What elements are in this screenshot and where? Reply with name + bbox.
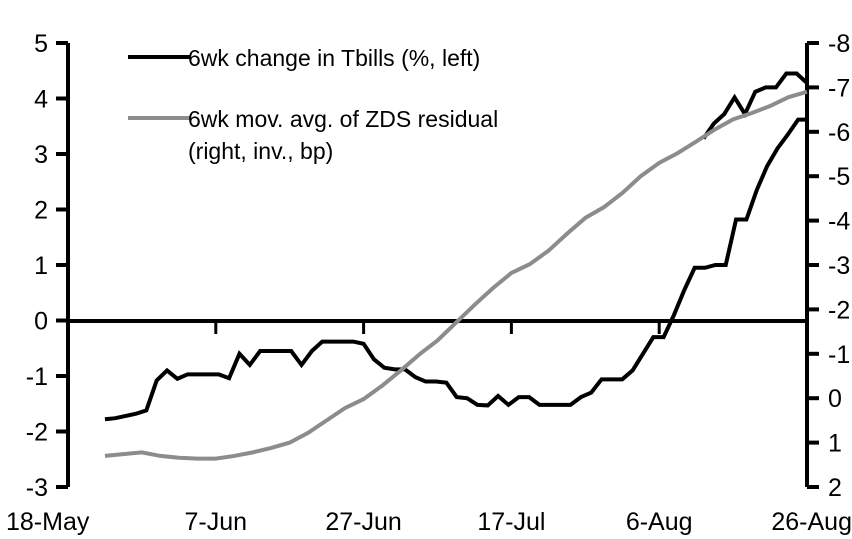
right-axis-tick-label: 2 — [828, 474, 842, 502]
data-series-group — [104, 71, 809, 461]
x-axis-tick-label: 6-Aug — [626, 508, 693, 536]
x-axis-tick-label: 18-May — [6, 508, 90, 536]
series-line-1 — [701, 71, 809, 140]
x-axis-tick-label: 27-Jun — [325, 508, 401, 536]
right-axis-tick-label: -3 — [828, 252, 850, 280]
left-axis-ticks — [56, 41, 68, 489]
right-axis-tick-labels: -8 -7 -6 -5 -4 -3 -2 -1 0 1 2 — [828, 30, 850, 502]
right-axis-tick-label: -5 — [828, 163, 850, 191]
left-axis-tick-label: 1 — [34, 252, 48, 280]
series-line-0 — [104, 117, 807, 422]
right-axis-tick-label: -1 — [828, 341, 850, 369]
left-axis-tick-label: 2 — [34, 197, 48, 225]
right-axis-ticks — [807, 41, 819, 489]
legend-label-0: 6wk change in Tbills (%, left) — [188, 45, 480, 71]
right-axis-tick-label: -8 — [828, 30, 850, 58]
left-axis-tick-labels: 5 4 3 2 1 0 -1 -2 -3 — [26, 30, 48, 502]
legend-label-1: 6wk mov. avg. of ZDS residual — [188, 106, 498, 132]
right-axis-group: -8 -7 -6 -5 -4 -3 -2 -1 0 1 2 — [805, 30, 850, 502]
left-axis-tick-label: 4 — [34, 86, 48, 114]
series-line-2 — [104, 89, 808, 461]
x-axis-tick-label: 7-Jun — [185, 508, 248, 536]
left-axis-tick-label: -2 — [26, 419, 48, 447]
right-axis-tick-label: -2 — [828, 296, 850, 324]
left-axis-tick-label: 0 — [34, 308, 48, 336]
left-axis-tick-label: 5 — [34, 30, 48, 58]
legend-label-1: (right, inv., bp) — [188, 138, 333, 164]
right-axis-tick-label: -4 — [828, 208, 850, 236]
left-axis-group: 5 4 3 2 1 0 -1 -2 -3 — [26, 30, 70, 502]
x-axis-tick-label: 17-Jul — [477, 508, 545, 536]
zero-line-group — [66, 319, 809, 334]
right-axis-tick-label: 0 — [828, 385, 842, 413]
x-axis-tick-labels: 18-May 7-Jun 27-Jun 17-Jul 6-Aug 26-Aug — [6, 508, 852, 536]
right-axis-tick-label: -6 — [828, 119, 850, 147]
left-axis-tick-label: -1 — [26, 363, 48, 391]
chart-legend: 6wk change in Tbills (%, left) 6wk mov. a… — [128, 45, 498, 164]
left-axis-tick-label: -3 — [26, 474, 48, 502]
x-axis-tick-label: 26-Aug — [771, 508, 852, 536]
right-axis-tick-label: 1 — [828, 430, 842, 458]
x-axis-ticks — [66, 321, 809, 334]
right-axis-tick-label: -7 — [828, 74, 850, 102]
left-axis-tick-label: 3 — [34, 141, 48, 169]
